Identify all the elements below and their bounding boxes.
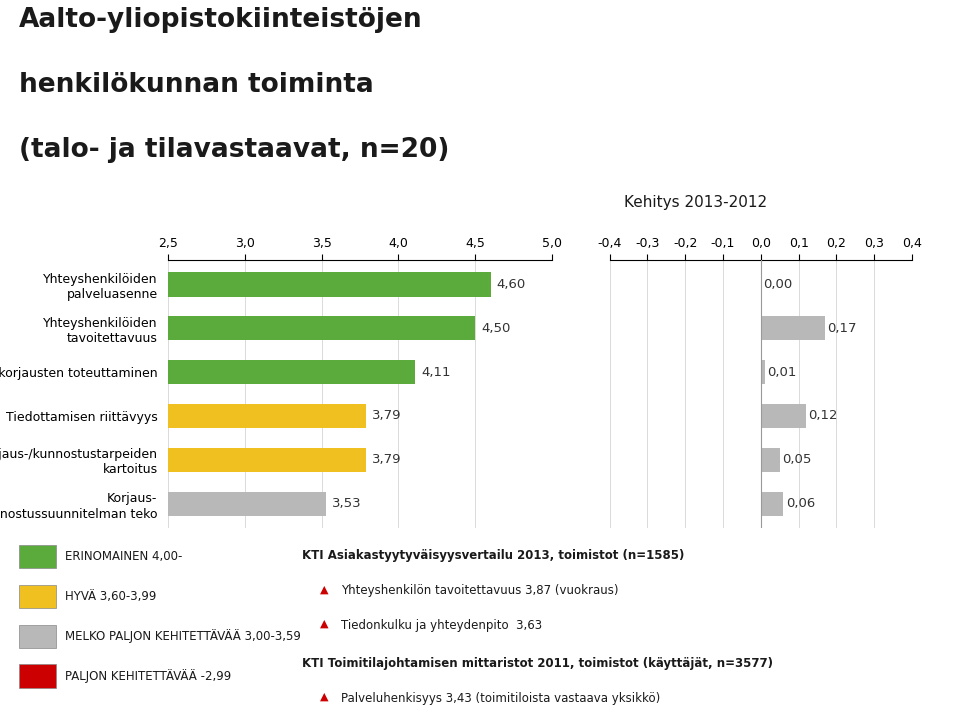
Bar xyxy=(168,273,491,296)
Text: 4,11: 4,11 xyxy=(421,366,451,379)
Text: (talo- ja tilavastaavat, n=20): (talo- ja tilavastaavat, n=20) xyxy=(19,137,449,163)
Text: Kehitys 2013-2012: Kehitys 2013-2012 xyxy=(624,195,767,210)
Text: 0,05: 0,05 xyxy=(782,453,811,466)
Bar xyxy=(168,492,326,515)
Text: 3,79: 3,79 xyxy=(372,409,402,422)
Text: 3,53: 3,53 xyxy=(332,497,362,510)
Text: PALJON KEHITETTÄVÄÄ -2,99: PALJON KEHITETTÄVÄÄ -2,99 xyxy=(65,669,231,683)
Text: HYVÄ 3,60-3,99: HYVÄ 3,60-3,99 xyxy=(65,590,156,603)
Bar xyxy=(168,360,416,384)
Text: MELKO PALJON KEHITETTÄVÄÄ 3,00-3,59: MELKO PALJON KEHITETTÄVÄÄ 3,00-3,59 xyxy=(65,629,301,643)
Text: ▲: ▲ xyxy=(320,584,328,594)
Text: KTI Toimitilajohtamisen mittaristot 2011, toimistot (käyttäjät, n=3577): KTI Toimitilajohtamisen mittaristot 2011… xyxy=(302,657,774,670)
Text: 0,00: 0,00 xyxy=(763,278,792,291)
Bar xyxy=(760,448,780,472)
Text: Palveluhenkisyys 3,43 (toimitiloista vastaava yksikkö): Palveluhenkisyys 3,43 (toimitiloista vas… xyxy=(341,692,660,705)
Text: 4,60: 4,60 xyxy=(496,278,526,291)
Text: 0,06: 0,06 xyxy=(785,497,815,510)
Text: KTI Asiakastyytyväisyysvertailu 2013, toimistot (n=1585): KTI Asiakastyytyväisyysvertailu 2013, to… xyxy=(302,549,684,562)
Text: Yhteyshenkilön tavoitettavuus 3,87 (vuokraus): Yhteyshenkilön tavoitettavuus 3,87 (vuok… xyxy=(341,584,618,597)
Text: henkilökunnan toiminta: henkilökunnan toiminta xyxy=(19,72,374,98)
Text: 0,12: 0,12 xyxy=(808,409,838,422)
Text: 0,17: 0,17 xyxy=(828,322,857,335)
Text: 3,79: 3,79 xyxy=(372,453,402,466)
Text: ▲: ▲ xyxy=(320,619,328,629)
Bar xyxy=(168,316,475,341)
Text: ERINOMAINEN 4,00-: ERINOMAINEN 4,00- xyxy=(65,550,182,563)
Bar xyxy=(760,316,825,341)
Bar xyxy=(760,492,783,515)
Bar xyxy=(760,404,806,428)
Text: Tiedonkulku ja yhteydenpito  3,63: Tiedonkulku ja yhteydenpito 3,63 xyxy=(341,619,542,632)
Text: Aalto-yliopistokiinteistöjen: Aalto-yliopistokiinteistöjen xyxy=(19,7,422,33)
Bar xyxy=(168,404,366,428)
Text: ▲: ▲ xyxy=(320,692,328,702)
Text: 4,50: 4,50 xyxy=(481,322,511,335)
Bar xyxy=(168,448,366,472)
Text: 0,01: 0,01 xyxy=(767,366,796,379)
Bar xyxy=(760,360,764,384)
